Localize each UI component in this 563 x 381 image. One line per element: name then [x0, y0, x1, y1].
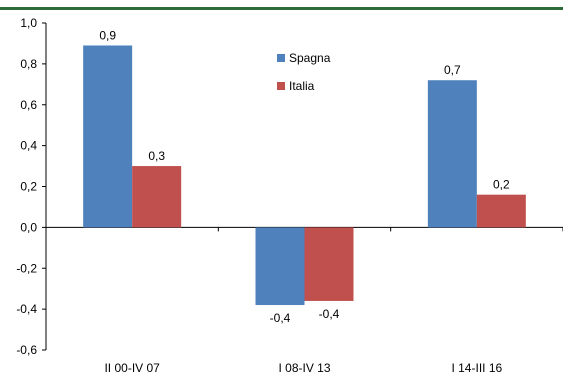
- legend: Spagna Italia: [277, 51, 331, 93]
- bar-italia: [304, 227, 354, 301]
- y-tick-label: -0,2: [16, 261, 37, 275]
- y-tick-label: -0,6: [16, 343, 37, 357]
- top-rule: [0, 7, 563, 10]
- y-tick-label: -0,4: [16, 302, 37, 316]
- bar-spagna: [427, 80, 477, 228]
- x-tick-label: II 00-IV 07: [104, 361, 160, 375]
- data-label: 0,9: [99, 28, 116, 42]
- data-label: -0,4: [270, 311, 291, 325]
- y-tick-label: 0,6: [20, 98, 37, 112]
- bar-spagna: [255, 227, 305, 306]
- x-tick-label: I 08-IV 13: [278, 361, 330, 375]
- bar-italia: [476, 194, 526, 228]
- data-label: -0,4: [319, 307, 340, 321]
- y-tick-label: 0,2: [20, 180, 37, 194]
- data-label: 0,7: [444, 63, 461, 77]
- x-tick-label: I 14-III 16: [451, 361, 502, 375]
- y-tick-label: 1,0: [20, 16, 37, 30]
- y-tick-label: 0,0: [20, 220, 37, 234]
- legend-label-italia: Italia: [289, 79, 315, 93]
- legend-label-spagna: Spagna: [289, 51, 331, 65]
- legend-swatch-italia: [277, 82, 285, 90]
- bar-italia: [132, 166, 182, 228]
- data-label: 0,3: [148, 149, 165, 163]
- y-tick-label: 0,8: [20, 57, 37, 71]
- bars: 0,9 0,3 -0,4 -0,4 0,7 0,2: [83, 28, 526, 325]
- legend-swatch-spagna: [277, 54, 285, 62]
- data-label: 0,2: [493, 178, 510, 192]
- axes: 1,0 0,8 0,6 0,4 0,2 0,0 -0,2 -0,4 -0,6 II 00-IV 0…: [16, 16, 563, 375]
- y-tick-label: 0,4: [20, 139, 37, 153]
- bar-spagna: [83, 45, 133, 228]
